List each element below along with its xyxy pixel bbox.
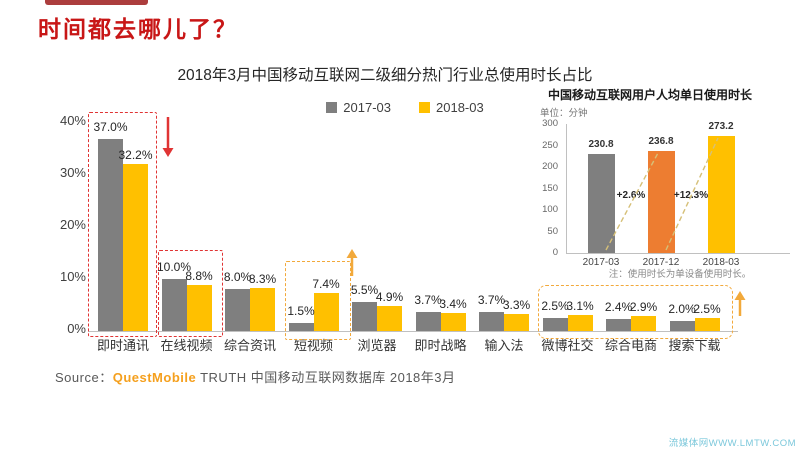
value-label-2017-03: 5.5%: [350, 283, 379, 298]
inset-y-tick: 150: [542, 182, 558, 194]
highlight-box-online-video: [158, 250, 223, 337]
inset-note: 注：使用时长为单设备使用时长。: [608, 269, 752, 280]
inset-x-label: 2017-03: [582, 257, 620, 268]
inset-y-tick: 300: [542, 118, 558, 129]
main-y-tick: 40%: [59, 113, 86, 128]
legend-label-2017-03: 2017-03: [343, 100, 391, 115]
legend-item-2018-03: 2018-03: [419, 100, 484, 115]
source-prefix: Source：: [55, 370, 113, 385]
inset-bar-2017-12: [647, 151, 675, 253]
bar-2017-03-3: [288, 323, 314, 331]
category-label: 浏览器: [357, 338, 397, 353]
value-label-2017-03: 2.0%: [668, 301, 696, 316]
value-label-2017-03: 3.7%: [477, 292, 506, 307]
category-label: 在线视频: [160, 338, 213, 353]
source-brand: QuestMobile: [112, 370, 197, 385]
bar-2017-03-4: [352, 302, 377, 331]
main-x-axis-line: [88, 331, 738, 332]
legend-label-2018-03: 2018-03: [436, 100, 484, 115]
bar-2017-03-7: [542, 318, 568, 331]
category-label: 搜索下载: [668, 338, 721, 353]
inset-chart-title: 中国移动互联网用户人均单日使用时长: [547, 88, 752, 102]
value-label-2017-03: 3.7%: [414, 292, 442, 307]
watermark: 流媒体网WWW.LMTW.COM: [668, 438, 796, 449]
cropped-text-artifact: [45, 0, 148, 5]
source-line: Source：QuestMobile TRUTH 中国移动互联网数据库 2018…: [55, 367, 456, 386]
category-label: 短视频: [293, 338, 333, 353]
inset-y-axis-line: [566, 124, 567, 253]
category-label: 输入法: [484, 338, 524, 353]
bar-2018-03-8: [631, 315, 656, 331]
inset-x-label: 2017-12: [642, 257, 680, 268]
value-label-2017-03: 37.0%: [93, 119, 128, 134]
value-label-2017-03: 8.0%: [223, 270, 252, 285]
bar-2017-03-0: [98, 138, 123, 331]
inset-x-label: 2018-03: [702, 257, 740, 268]
legend-item-2017-03: 2017-03: [326, 100, 391, 115]
value-label-2017-03: 2.4%: [604, 299, 633, 314]
inset-y-tick: 50: [547, 225, 558, 237]
inset-value-label: 236.8: [648, 136, 674, 148]
value-label-2018-03: 7.4%: [312, 276, 340, 291]
value-label-2018-03: 8.3%: [248, 271, 277, 286]
legend: 2017-03 2018-03: [55, 100, 755, 115]
growth-label: +2.6%: [616, 190, 646, 201]
highlight-box-social-ecommerce-search: [538, 285, 733, 339]
page-title: 时间都去哪儿了？: [38, 17, 238, 42]
inset-value-label: 230.8: [588, 138, 614, 150]
value-label-2017-03: 2.5%: [541, 299, 569, 313]
bar-2018-03-5: [440, 313, 466, 331]
category-label: 即时通讯: [96, 338, 149, 353]
legend-swatch-yellow: [419, 102, 430, 113]
bar-2017-03-5: [415, 311, 441, 331]
legend-swatch-gray: [326, 102, 338, 113]
inset-y-tick: 250: [542, 139, 558, 151]
main-y-tick: 10%: [59, 269, 86, 284]
bar-2018-03-6: [504, 313, 529, 331]
inset-value-label: 273.2: [708, 120, 734, 132]
bar-2018-03-2: [250, 287, 275, 331]
main-y-tick: 20%: [59, 217, 86, 232]
highlight-box-short-video: [285, 261, 351, 340]
inset-bar-2017-03: [587, 153, 615, 253]
highlight-box-instant-messaging: [88, 112, 157, 337]
value-label-2018-03: 3.1%: [566, 298, 594, 313]
value-label-2018-03: 8.8%: [185, 269, 213, 284]
bar-2017-03-8: [606, 318, 631, 331]
bar-2017-03-9: [669, 320, 695, 331]
inset-unit-label: 单位：分钟: [540, 108, 588, 119]
inset-y-tick: 200: [542, 161, 558, 172]
value-label-2017-03: 10.0%: [156, 260, 192, 274]
main-y-tick: 30%: [59, 165, 86, 180]
value-label-2018-03: 4.9%: [375, 289, 404, 304]
bar-2018-03-3: [313, 292, 339, 331]
value-label-2017-03: 1.5%: [287, 304, 315, 319]
category-label: 综合电商: [604, 338, 657, 353]
bar-2018-03-7: [567, 314, 593, 331]
category-label: 综合资讯: [223, 338, 276, 353]
value-label-2018-03: 32.2%: [118, 147, 153, 162]
bar-2018-03-0: [123, 163, 148, 331]
source-suffix: TRUTH 中国移动互联网数据库 2018年3月: [196, 370, 456, 385]
value-label-2018-03: 3.3%: [502, 297, 531, 312]
value-label-2018-03: 2.9%: [629, 299, 658, 314]
value-label-2018-03: 2.5%: [693, 302, 721, 316]
inset-y-tick: 100: [542, 204, 558, 215]
inset-y-tick: 0: [552, 247, 558, 258]
bar-2018-03-4: [377, 305, 402, 331]
bar-2017-03-1: [161, 279, 187, 331]
bar-2017-03-2: [225, 289, 250, 331]
main-chart-title: 2018年3月中国移动互联网二级细分热门行业总使用时长占比: [177, 67, 593, 84]
bar-2017-03-6: [479, 311, 504, 331]
main-y-tick: 0%: [67, 321, 86, 336]
growth-label: +12.3%: [673, 190, 709, 201]
bar-2018-03-9: [694, 318, 720, 331]
inset-x-axis-line: [566, 253, 790, 254]
bar-2018-03-1: [186, 285, 212, 331]
category-label: 微博社交: [541, 338, 594, 353]
value-label-2018-03: 3.4%: [439, 297, 467, 312]
category-label: 即时战略: [414, 338, 467, 353]
